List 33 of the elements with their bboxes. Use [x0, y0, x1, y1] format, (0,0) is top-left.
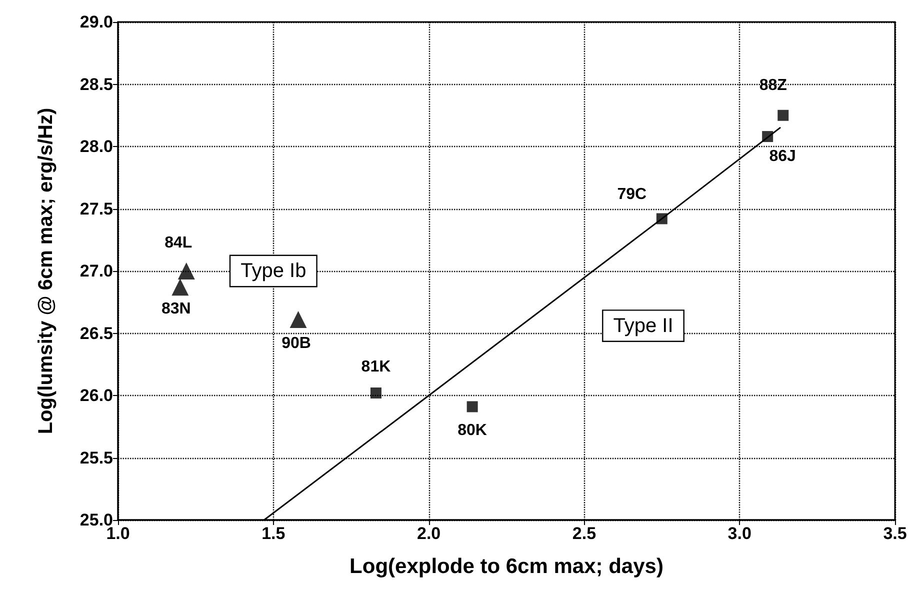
y-tick-label: 27.0	[80, 262, 113, 280]
annotation: 84L	[164, 234, 192, 252]
annotation: 80K	[458, 422, 488, 440]
x-tick-label: 3.0	[728, 524, 752, 543]
point	[290, 311, 307, 328]
x-tick-label: 2.0	[416, 524, 441, 543]
y-tick-label: 26.0	[80, 386, 113, 405]
point	[172, 278, 189, 296]
point	[762, 131, 774, 142]
y-tick-label: 25.5	[80, 448, 113, 468]
y-tick-label: 27.5	[80, 199, 113, 218]
x-tick-label: 3.5	[883, 524, 907, 543]
point	[370, 388, 382, 399]
annotation: Type II	[613, 314, 674, 337]
point	[466, 401, 478, 412]
annotation: 79C	[617, 186, 648, 204]
y-axis-title: Log(lumsity @ 6cm max; erg/s/Hz)	[35, 108, 57, 434]
annotation: 81K	[361, 358, 392, 376]
y-tick-label: 28.0	[80, 137, 113, 156]
x-tick-label: 1.5	[262, 524, 286, 543]
y-tick-label: 29.0	[80, 12, 113, 32]
annotation: 83N	[161, 300, 191, 318]
annotation: Type Ib	[240, 260, 306, 282]
point	[778, 110, 789, 121]
annotation: 88Z	[759, 76, 788, 94]
point	[178, 262, 195, 280]
x-tick-label: 2.5	[572, 524, 596, 543]
y-tick-label: 26.5	[80, 324, 113, 343]
point	[656, 213, 668, 224]
annotation: 90B	[282, 335, 311, 352]
y-tick-label: 28.5	[80, 74, 113, 94]
annotation: 86J	[769, 148, 796, 166]
x-axis-title: Log(explode to 6cm max; days)	[350, 555, 664, 578]
